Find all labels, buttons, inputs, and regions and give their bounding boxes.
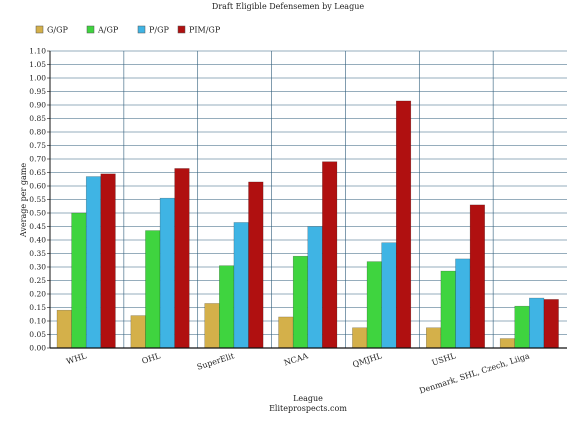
y-tick-label: 0.60	[29, 182, 46, 191]
bar-a-gp-denmark-shl-czech-liiga	[514, 305, 530, 349]
y-tick-label: 0.80	[29, 128, 46, 137]
bar-g-gp-superelit	[204, 303, 220, 349]
legend-label: PIM/GP	[189, 26, 221, 35]
y-tick-label: 0.50	[29, 209, 46, 218]
bar-p-gp-superelit	[233, 222, 249, 349]
y-tick-label: 1.10	[29, 47, 46, 56]
x-tick-label: SuperElit	[196, 351, 236, 372]
x-tick-label: USHL	[431, 351, 458, 367]
y-tick-label: 0.75	[29, 141, 46, 150]
x-tick-label: WHL	[65, 351, 88, 366]
y-tick-label: 0.85	[29, 114, 46, 123]
bar-p-gp-whl	[85, 176, 102, 349]
y-axis-ticks: 0.00 0.05 0.10 0.15 0.20 0.25 0.30 0.35 0.40 0.45…	[29, 47, 50, 353]
y-tick-label: 0.90	[29, 101, 46, 110]
x-tick-label: NCAA	[283, 351, 309, 367]
bar-pim-gp-superelit	[248, 181, 264, 349]
bar-p-gp-ncaa	[307, 226, 323, 349]
legend-label: A/GP	[97, 26, 119, 35]
y-tick-label: 0.05	[29, 330, 46, 339]
bar-p-gp-qmjhl	[381, 242, 397, 349]
y-tick-label: 0.20	[29, 290, 46, 299]
y-tick-label: 0.95	[29, 87, 46, 96]
y-tick-label: 0.55	[29, 195, 46, 204]
legend-label: P/GP	[149, 26, 169, 35]
y-tick-label: 0.35	[29, 249, 46, 258]
bar-g-gp-denmark-shl-czech-liiga	[499, 338, 515, 349]
bar-g-gp-ncaa	[278, 316, 294, 349]
bar-a-gp-superelit	[219, 265, 235, 349]
y-tick-label: 0.25	[29, 276, 46, 285]
y-tick-label: 0.70	[29, 155, 46, 164]
bar-pim-gp-denmark-shl-czech-liiga	[543, 299, 559, 349]
bar-pim-gp-ncaa	[322, 161, 338, 349]
grid	[50, 50, 567, 349]
bar-p-gp-ushl	[455, 258, 471, 349]
bar-pim-gp-ohl	[174, 168, 190, 349]
bar-pim-gp-whl	[100, 173, 116, 349]
bar-p-gp-ohl	[159, 197, 175, 349]
y-tick-label: 0.45	[29, 222, 46, 231]
y-tick-label: 0.00	[29, 344, 46, 353]
legend-swatch-pim-gp	[177, 25, 186, 34]
x-tick-label: QMJHL	[351, 351, 383, 369]
legend-swatch-g-gp	[35, 25, 44, 34]
chart-title: Draft Eligible Defensemen by League	[212, 2, 364, 11]
bar-g-gp-qmjhl	[352, 327, 368, 349]
bar-p-gp-denmark-shl-czech-liiga	[529, 297, 545, 349]
bar-g-gp-ushl	[426, 327, 442, 349]
bar-a-gp-ncaa	[292, 255, 309, 349]
bar-pim-gp-ushl	[469, 204, 485, 349]
bar-pim-gp-qmjhl	[395, 100, 412, 349]
y-tick-label: 0.40	[29, 236, 46, 245]
y-tick-label: 1.00	[29, 74, 46, 83]
bar-g-gp-whl	[56, 309, 72, 349]
y-tick-label: 1.05	[29, 60, 46, 69]
x-axis-label: League	[293, 394, 323, 403]
y-tick-label: 0.65	[29, 168, 46, 177]
bar-a-gp-ushl	[440, 270, 456, 349]
y-tick-label: 0.10	[29, 317, 46, 326]
bar-g-gp-ohl	[130, 315, 146, 349]
legend-swatch-p-gp	[137, 25, 146, 34]
bars	[56, 100, 559, 349]
x-axis-source-label: Eliteprospects.com	[269, 404, 347, 413]
y-axis-label: Average per game	[19, 163, 28, 238]
y-tick-label: 0.15	[29, 303, 46, 312]
bar-a-gp-whl	[71, 212, 87, 349]
y-tick-label: 0.30	[29, 263, 46, 272]
legend: G/GP A/GP P/GP PIM/GP	[35, 25, 221, 35]
legend-label: G/GP	[47, 26, 68, 35]
x-tick-label: OHL	[141, 351, 162, 366]
legend-swatch-a-gp	[86, 25, 95, 34]
bar-a-gp-ohl	[145, 230, 161, 349]
bar-a-gp-qmjhl	[366, 261, 382, 349]
